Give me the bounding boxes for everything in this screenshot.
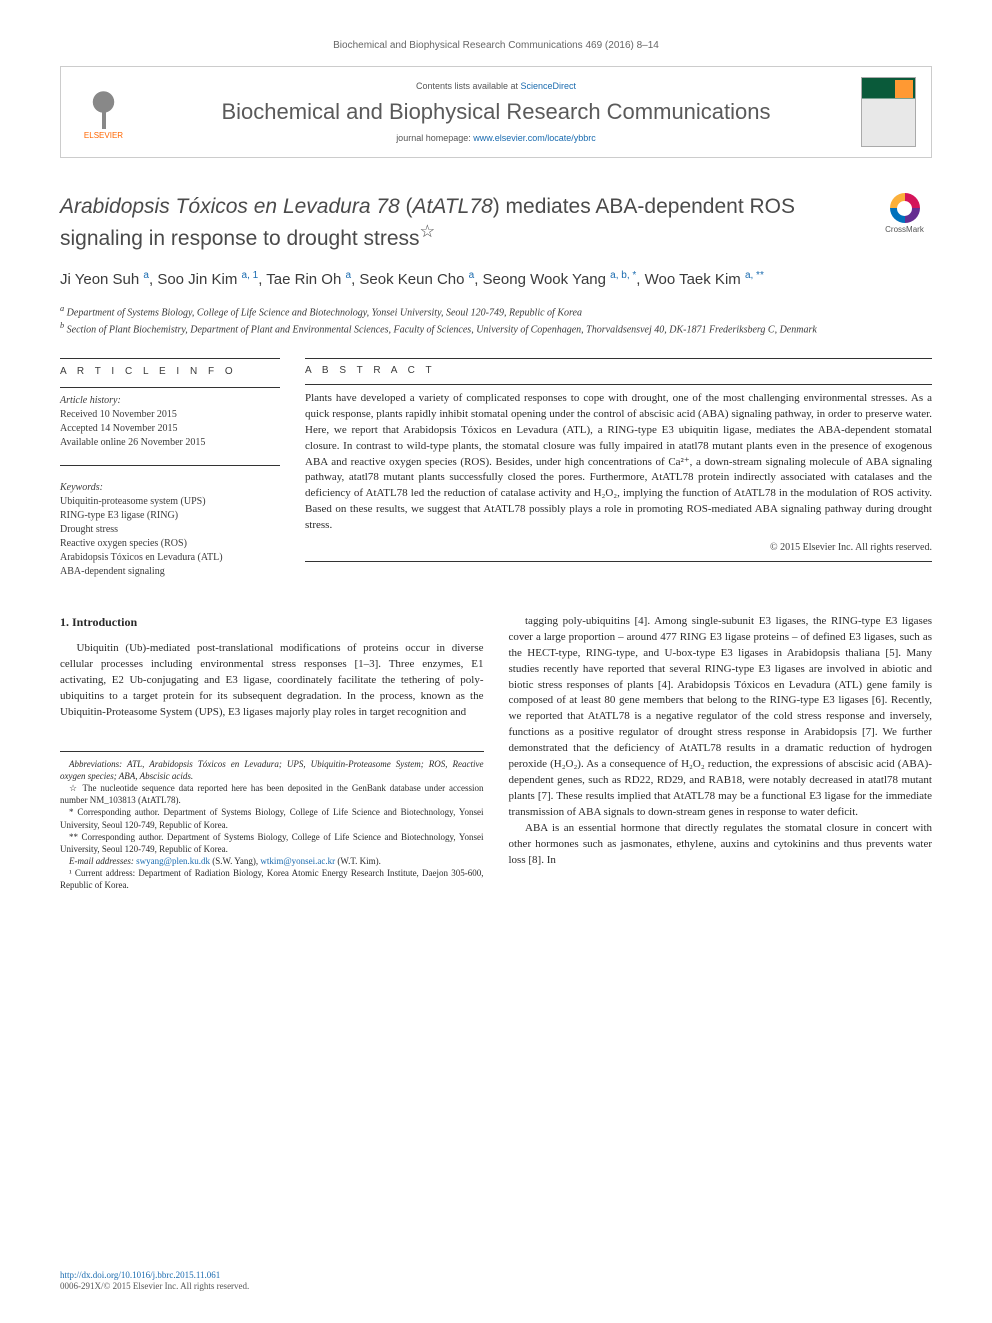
- intro-para-2: tagging poly-ubiquitins [4]. Among singl…: [509, 614, 933, 821]
- doi-link[interactable]: http://dx.doi.org/10.1016/j.bbrc.2015.11…: [60, 1270, 220, 1280]
- footnotes: Abbreviations: ATL, Arabidopsis Tóxicos …: [60, 751, 484, 892]
- homepage-prefix: journal homepage:: [396, 133, 473, 143]
- article-header: Arabidopsis Tóxicos en Levadura 78 (AtAT…: [60, 193, 932, 253]
- keyword-item: ABA-dependent signaling: [60, 565, 280, 579]
- email-link-2[interactable]: wtkim@yonsei.ac.kr: [260, 856, 335, 866]
- homepage-link[interactable]: www.elsevier.com/locate/ybbrc: [473, 133, 596, 143]
- keywords-label: Keywords:: [60, 481, 280, 495]
- email-link-1[interactable]: swyang@plen.ku.dk: [136, 856, 210, 866]
- journal-name: Biochemical and Biophysical Research Com…: [146, 99, 846, 125]
- banner-center: Contents lists available at ScienceDirec…: [146, 81, 846, 143]
- email-who-1: (S.W. Yang),: [210, 856, 260, 866]
- crossmark-icon: [890, 193, 920, 223]
- sciencedirect-link[interactable]: ScienceDirect: [521, 81, 577, 91]
- keyword-item: Arabidopsis Tóxicos en Levadura (ATL): [60, 551, 280, 565]
- keyword-item: Reactive oxygen species (ROS): [60, 537, 280, 551]
- keyword-item: Drought stress: [60, 523, 280, 537]
- online-date: Available online 26 November 2015: [60, 436, 280, 450]
- title-paren: (: [400, 195, 413, 218]
- keywords-list: Ubiquitin-proteasome system (UPS)RING-ty…: [60, 495, 280, 579]
- contents-prefix: Contents lists available at: [416, 81, 521, 91]
- footnote-emails: E-mail addresses: swyang@plen.ku.dk (S.W…: [60, 855, 484, 867]
- footnote-corr1: * Corresponding author. Department of Sy…: [60, 806, 484, 830]
- body-columns: 1. Introduction Ubiquitin (Ub)-mediated …: [60, 614, 932, 892]
- journal-cover-thumb[interactable]: [861, 77, 916, 147]
- intro-heading: 1. Introduction: [60, 614, 484, 631]
- abstract-copyright: © 2015 Elsevier Inc. All rights reserved…: [305, 542, 932, 553]
- abstract-block: A B S T R A C T Plants have developed a …: [305, 358, 932, 579]
- abstract-label: A B S T R A C T: [305, 365, 932, 376]
- article-info-label: A R T I C L E I N F O: [60, 365, 280, 379]
- title-star: ☆: [420, 221, 436, 241]
- email-who-2: (W.T. Kim).: [335, 856, 381, 866]
- crossmark-label: CrossMark: [885, 225, 924, 234]
- accepted-date: Accepted 14 November 2015: [60, 422, 280, 436]
- keyword-item: Ubiquitin-proteasome system (UPS): [60, 495, 280, 509]
- title-gene: AtATL78: [413, 195, 493, 218]
- history-label: Article history:: [60, 394, 280, 408]
- title-species: Arabidopsis Tóxicos en Levadura 78: [60, 195, 400, 218]
- affiliations: a Department of Systems Biology, College…: [60, 303, 932, 338]
- authors-line: Ji Yeon Suh a, Soo Jin Kim a, 1, Tae Rin…: [60, 268, 932, 292]
- footnote-abbrev: Abbreviations: ATL, Arabidopsis Tóxicos …: [60, 758, 484, 782]
- email-label: E-mail addresses:: [69, 856, 136, 866]
- affiliation-a: a Department of Systems Biology, College…: [60, 303, 932, 320]
- contents-line: Contents lists available at ScienceDirec…: [146, 81, 846, 91]
- intro-para-3: ABA is an essential hormone that directl…: [509, 821, 933, 869]
- elsevier-logo[interactable]: ELSEVIER: [76, 80, 131, 145]
- footnote-star: ☆ The nucleotide sequence data reported …: [60, 782, 484, 806]
- issn-line: 0006-291X/© 2015 Elsevier Inc. All right…: [60, 1281, 249, 1291]
- elsevier-tree-icon: [81, 84, 126, 129]
- crossmark-badge[interactable]: CrossMark: [877, 193, 932, 234]
- abstract-text: Plants have developed a variety of compl…: [305, 391, 932, 534]
- keyword-item: RING-type E3 ligase (RING): [60, 509, 280, 523]
- footnote-current-address: ¹ Current address: Department of Radiati…: [60, 867, 484, 891]
- journal-banner: ELSEVIER Contents lists available at Sci…: [60, 66, 932, 158]
- page-footer: http://dx.doi.org/10.1016/j.bbrc.2015.11…: [60, 1270, 249, 1293]
- body-col-right: tagging poly-ubiquitins [4]. Among singl…: [509, 614, 933, 892]
- homepage-line: journal homepage: www.elsevier.com/locat…: [146, 133, 846, 143]
- article-title: Arabidopsis Tóxicos en Levadura 78 (AtAT…: [60, 193, 862, 253]
- footnote-corr2: ** Corresponding author. Department of S…: [60, 831, 484, 855]
- running-head: Biochemical and Biophysical Research Com…: [60, 40, 932, 51]
- received-date: Received 10 November 2015: [60, 408, 280, 422]
- body-col-left: 1. Introduction Ubiquitin (Ub)-mediated …: [60, 614, 484, 892]
- article-info: A R T I C L E I N F O Article history: R…: [60, 358, 280, 579]
- intro-para-1: Ubiquitin (Ub)-mediated post-translation…: [60, 641, 484, 721]
- title-block: Arabidopsis Tóxicos en Levadura 78 (AtAT…: [60, 193, 862, 253]
- info-abstract-row: A R T I C L E I N F O Article history: R…: [60, 358, 932, 579]
- elsevier-label: ELSEVIER: [84, 131, 123, 140]
- affiliation-b: b Section of Plant Biochemistry, Departm…: [60, 320, 932, 337]
